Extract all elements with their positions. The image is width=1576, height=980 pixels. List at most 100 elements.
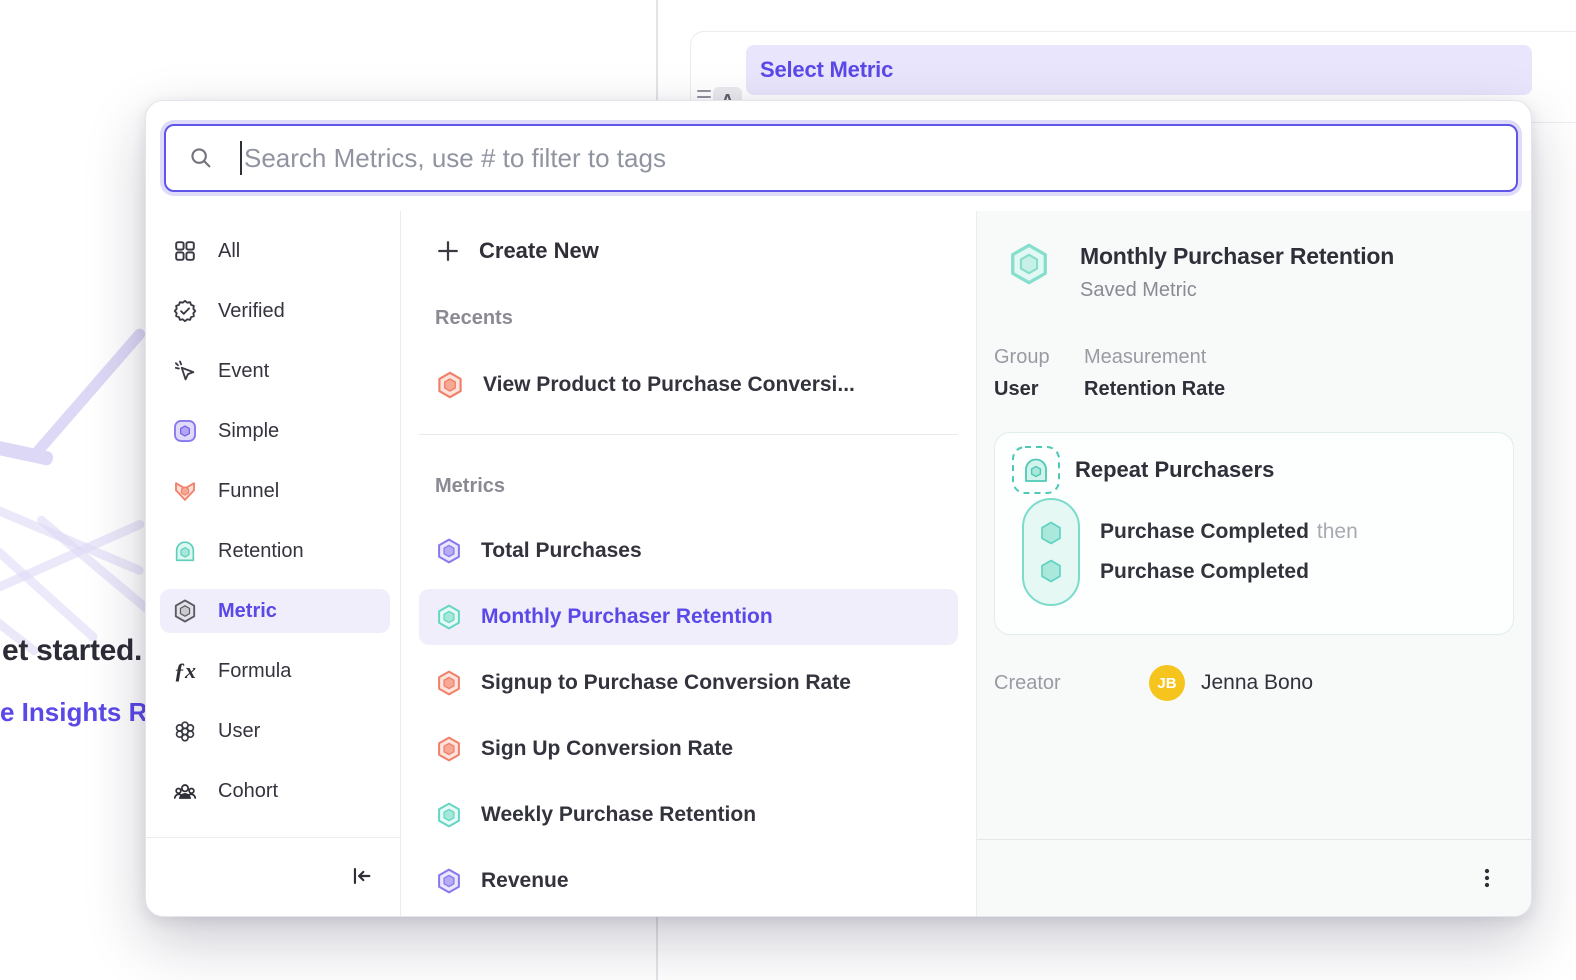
cursor-sparkle-icon (172, 358, 198, 384)
salmon-metric-hexagon-icon (435, 735, 463, 763)
insights-report-link-fragment[interactable]: e Insights Re (0, 697, 162, 728)
search-bar (164, 124, 1518, 192)
step-one: Purchase Completed then (1100, 512, 1358, 552)
sidebar-item-cohort[interactable]: Cohort (160, 769, 390, 813)
sidebar-item-verified[interactable]: Verified (160, 289, 390, 333)
recents-heading: Recents (419, 307, 958, 331)
sidebar-item-user[interactable]: User (160, 709, 390, 753)
sidebar-item-label: Funnel (218, 480, 279, 503)
decorative-line (31, 326, 148, 458)
metric-item-label: Total Purchases (481, 539, 642, 563)
creator-name: Jenna Bono (1201, 671, 1313, 695)
sidebar-item-metric[interactable]: Metric (160, 589, 390, 633)
recent-item-label: View Product to Purchase Conversi... (483, 373, 855, 397)
decorative-line (0, 518, 146, 592)
metric-item-label: Sign Up Conversion Rate (481, 737, 733, 761)
onboarding-heading-fragment: et started. (2, 634, 142, 668)
sidebar-item-all[interactable]: All (160, 229, 390, 273)
search-icon (188, 145, 214, 171)
definition-header: Repeat Purchasers (1011, 445, 1497, 495)
select-metric-label: Select Metric (760, 57, 893, 83)
metric-item-monthly-purchaser-retention[interactable]: Monthly Purchaser Retention (419, 589, 958, 645)
sidebar-item-label: Simple (218, 420, 279, 443)
teal-metric-hexagon-icon (435, 603, 463, 631)
details-header: Monthly Purchaser Retention Saved Metric (1006, 241, 1514, 302)
sidebar-item-retention[interactable]: Retention (160, 529, 390, 573)
salmon-metric-hexagon-icon (435, 669, 463, 697)
purple-metric-hexagon-icon (435, 537, 463, 565)
select-metric-button[interactable]: Select Metric (746, 45, 1532, 95)
step-two: Purchase Completed (1100, 552, 1358, 592)
creator-label: Creator (994, 672, 1149, 695)
recent-item-view-product-to-purchase[interactable]: View Product to Purchase Conversi... (419, 359, 958, 411)
metrics-heading: Metrics (419, 475, 958, 499)
formula-icon: ƒx (172, 658, 198, 684)
metric-hexagon-icon (172, 598, 198, 624)
retention-icon (172, 538, 198, 564)
metric-definition-card: Repeat Purchasers (994, 432, 1514, 635)
funnel-steps-capsule (1022, 498, 1080, 606)
creator-row: Creator JB Jenna Bono (994, 665, 1514, 701)
group-value: User (994, 378, 1084, 401)
metric-item-weekly-purchase-retention[interactable]: Weekly Purchase Retention (419, 787, 958, 843)
definition-steps: Purchase Completed then Purchase Complet… (1011, 498, 1497, 606)
step-hexagon-icon (1038, 520, 1064, 546)
metric-item-label: Monthly Purchaser Retention (481, 605, 773, 629)
sidebar-footer-divider (146, 837, 400, 838)
modal-body: All Verified Event Simple Funnel (146, 211, 1531, 916)
sidebar-item-label: Retention (218, 540, 304, 563)
metric-item-signup-to-purchase-conversion-rate[interactable]: Signup to Purchase Conversion Rate (419, 655, 958, 711)
list-divider (419, 434, 958, 435)
simple-metric-icon (172, 418, 198, 444)
sidebar-item-label: Metric (218, 600, 277, 623)
grid-icon (172, 238, 198, 264)
create-new-button[interactable]: Create New (419, 227, 958, 275)
kebab-menu-icon (1474, 865, 1500, 891)
sidebar-item-label: Formula (218, 660, 291, 683)
sidebar-item-label: Cohort (218, 780, 278, 803)
sidebar-item-formula[interactable]: ƒx Formula (160, 649, 390, 693)
definition-name: Repeat Purchasers (1075, 457, 1274, 483)
metric-details-panel: Monthly Purchaser Retention Saved Metric… (977, 211, 1531, 916)
sidebar-item-label: All (218, 240, 240, 263)
sidebar-item-funnel[interactable]: Funnel (160, 469, 390, 513)
plus-icon (435, 238, 461, 264)
more-options-button[interactable] (1474, 865, 1500, 891)
sidebar-item-label: Event (218, 360, 269, 383)
details-footer (977, 839, 1531, 916)
teal-metric-hexagon-icon (435, 801, 463, 829)
metric-picker-modal: All Verified Event Simple Funnel (145, 100, 1532, 917)
step-connector: then (1317, 520, 1358, 544)
collapse-sidebar-button[interactable] (346, 862, 376, 892)
funnel-icon (172, 478, 198, 504)
create-new-label: Create New (479, 238, 599, 264)
metric-item-total-purchases[interactable]: Total Purchases (419, 523, 958, 579)
step-hexagon-icon (1038, 558, 1064, 584)
details-subtitle: Saved Metric (1080, 279, 1394, 302)
metric-item-sign-up-conversion-rate[interactable]: Sign Up Conversion Rate (419, 721, 958, 777)
user-cluster-icon (172, 718, 198, 744)
sidebar-item-event[interactable]: Event (160, 349, 390, 393)
collapse-left-icon (348, 863, 374, 889)
creator-avatar: JB (1149, 665, 1185, 701)
insights-report-page: et started. e Insights Re A Select Metri… (0, 0, 1576, 980)
sidebar-item-label: Verified (218, 300, 285, 323)
funnel-metric-hexagon-icon (435, 370, 465, 400)
measurement-label: Measurement (1084, 346, 1225, 369)
metric-item-label: Weekly Purchase Retention (481, 803, 756, 827)
verified-badge-icon (172, 298, 198, 324)
sidebar-item-label: User (218, 720, 260, 743)
metric-item-label: Signup to Purchase Conversion Rate (481, 671, 851, 695)
metric-item-revenue[interactable]: Revenue (419, 853, 958, 909)
measurement-value: Retention Rate (1084, 378, 1225, 401)
search-input[interactable] (242, 143, 1516, 174)
saved-metric-hexagon-icon (1006, 241, 1052, 287)
step-two-label: Purchase Completed (1100, 560, 1309, 584)
metric-item-label: Revenue (481, 869, 569, 893)
details-meta: Group User Measurement Retention Rate (994, 346, 1514, 401)
sidebar-item-simple[interactable]: Simple (160, 409, 390, 453)
step-one-label: Purchase Completed (1100, 520, 1309, 544)
details-title: Monthly Purchaser Retention (1080, 243, 1394, 270)
purple-metric-hexagon-icon (435, 867, 463, 895)
cohort-people-icon (172, 778, 198, 804)
